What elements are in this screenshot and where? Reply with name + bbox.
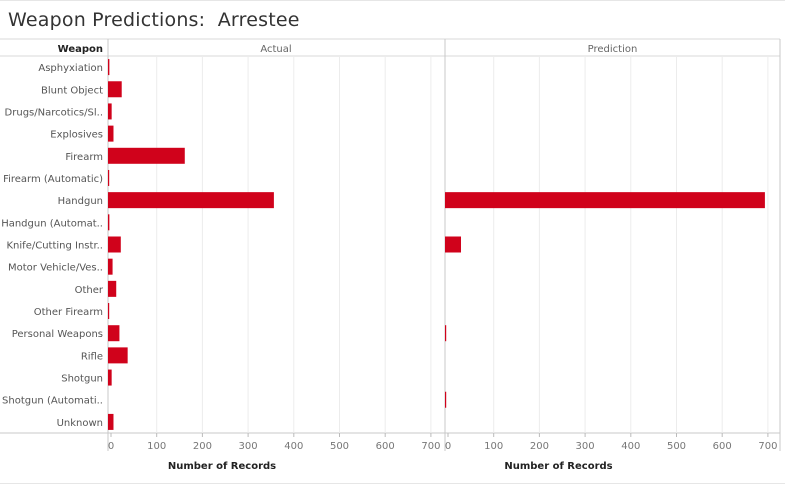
tick-label: 0 (445, 441, 451, 452)
row-label: Shotgun (Automati.. (2, 396, 103, 407)
bar[interactable] (108, 125, 114, 142)
bar[interactable] (108, 280, 117, 297)
row-label: Asphyxiation (38, 63, 103, 74)
bar[interactable] (108, 81, 122, 98)
row-label: Rifle (81, 351, 103, 362)
row-label: Drugs/Narcotics/Sl.. (5, 107, 103, 118)
bar[interactable] (108, 103, 112, 120)
tick-label: 200 (530, 441, 549, 452)
tick-label: 300 (239, 441, 258, 452)
tick-label: 700 (421, 441, 440, 452)
tick-label: 700 (758, 441, 777, 452)
tick-label: 600 (713, 441, 732, 452)
row-header: Weapon (58, 44, 103, 55)
tick-label: 100 (484, 441, 503, 452)
row-label: Firearm (65, 152, 103, 163)
row-label: Personal Weapons (12, 329, 103, 340)
row-label: Knife/Cutting Instr.. (7, 241, 104, 252)
row-label: Handgun (58, 196, 103, 207)
bar[interactable] (445, 391, 447, 408)
tick-label: 100 (147, 441, 166, 452)
bar[interactable] (108, 169, 110, 186)
tick-label: 300 (576, 441, 595, 452)
tick-label: 500 (667, 441, 686, 452)
bar[interactable] (108, 303, 110, 320)
tick-label: 500 (330, 441, 349, 452)
panel-header: Prediction (588, 44, 638, 55)
row-label: Explosives (50, 130, 103, 141)
row-label: Handgun (Automat.. (1, 218, 103, 229)
tick-label: 600 (376, 441, 395, 452)
row-label: Blunt Object (41, 85, 103, 96)
page-title: Weapon Predictions: Arrestee (8, 9, 300, 31)
bar[interactable] (445, 325, 447, 342)
bar[interactable] (445, 192, 765, 209)
bar[interactable] (108, 347, 128, 364)
bar[interactable] (445, 236, 461, 253)
tick-label: 400 (284, 441, 303, 452)
tick-label: 200 (193, 441, 212, 452)
bar[interactable] (108, 192, 274, 209)
bar[interactable] (108, 236, 121, 253)
row-label: Firearm (Automatic) (3, 174, 103, 185)
bar[interactable] (108, 325, 120, 342)
row-label: Other (75, 285, 104, 296)
bar[interactable] (108, 59, 110, 76)
bar[interactable] (108, 258, 113, 275)
panel-header: Actual (260, 44, 291, 55)
bar[interactable] (108, 147, 185, 164)
bar[interactable] (108, 413, 114, 430)
tick-label: 0 (108, 441, 114, 452)
row-label: Motor Vehicle/Ves.. (8, 263, 103, 274)
bar[interactable] (108, 369, 112, 386)
row-label: Other Firearm (34, 307, 103, 318)
bar[interactable] (108, 214, 110, 231)
tick-label: 400 (621, 441, 640, 452)
x-axis-title: Number of Records (504, 461, 612, 472)
row-label: Shotgun (61, 374, 103, 385)
row-label: Unknown (57, 418, 103, 429)
x-axis-title: Number of Records (168, 461, 276, 472)
